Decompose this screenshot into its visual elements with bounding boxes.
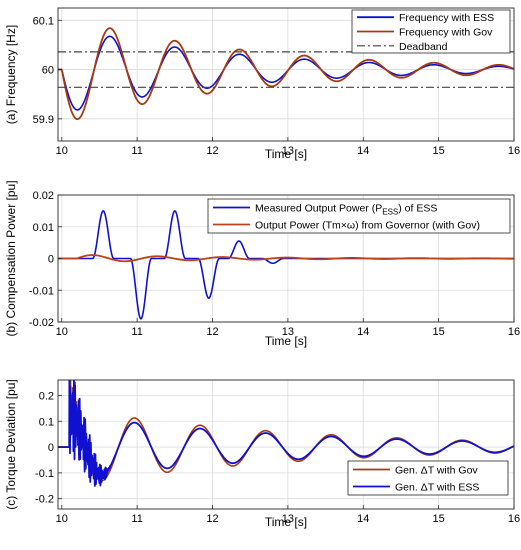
y-tick-label: 0.01 [33, 222, 54, 234]
x-tick-label: 11 [131, 513, 142, 525]
x-tick-label: 12 [206, 326, 218, 338]
y-tick-label: 0 [48, 254, 54, 266]
y-tick-label: -0.02 [29, 317, 54, 329]
panel-a: 10 11 12 13 14 15 16 59.9 60 60.1 Time [s] (a) Freq… [4, 7, 520, 161]
legend-label: Gen. ΔT with ESS [395, 482, 479, 494]
x-tick-label: 12 [206, 513, 218, 525]
x-tick-label: 15 [433, 513, 445, 525]
x-tick-label: 12 [206, 145, 218, 157]
x-tick-label: 15 [433, 145, 445, 157]
y-axis-label: (c) Torque Deviation [pu] [4, 379, 18, 510]
axes-frame [57, 379, 515, 510]
y-tick-label: 0 [48, 442, 54, 454]
legend-label: Output Power (Tm×ω) from Governor (with … [255, 220, 480, 232]
x-tick-label: 10 [56, 513, 68, 525]
y-tick-label: 0.02 [33, 190, 54, 202]
y-axis-label: (b) Compensation Power [pu] [4, 180, 18, 336]
series-line-1 [58, 380, 514, 487]
y-tick-label: 60.1 [33, 15, 54, 27]
legend: Gen. ΔT with Gov Gen. ΔT with ESS [347, 460, 509, 496]
y-tick-label: 60 [42, 65, 54, 77]
x-tick-label: 14 [357, 326, 369, 338]
y-tick-label: 0.2 [39, 390, 54, 402]
series-group [58, 27, 514, 121]
x-tick-label: 16 [508, 513, 520, 525]
x-tick-label: 16 [508, 326, 520, 338]
y-axis-label: (a) Frequency [Hz] [4, 25, 18, 124]
y-tick-label: 0.1 [39, 416, 54, 428]
x-tick-label: 14 [357, 145, 369, 157]
x-tick-label: 11 [131, 326, 142, 338]
x-tick-label: 13 [282, 145, 294, 157]
legend-subscript: ESS [382, 208, 398, 217]
x-axis-label: Time [s] [265, 515, 307, 529]
series-line-1 [58, 254, 514, 263]
x-tick-label: 10 [56, 145, 68, 157]
series-group [58, 380, 514, 487]
x-tick-label: 14 [357, 513, 369, 525]
x-tick-label: 11 [131, 145, 142, 157]
legend-label-rest: ) of ESS [398, 203, 437, 215]
legend: Measured Output Power (PESS) of ESS Outpu… [207, 198, 511, 234]
x-tick-label: 15 [433, 326, 445, 338]
legend-box [207, 198, 511, 234]
x-tick-label: 13 [282, 326, 294, 338]
panel-c: 10 11 12 13 14 15 16 -0.2 -0.1 0 0.1 0.2 Time [s] (c)… [4, 379, 520, 529]
legend: Frequency with ESS Frequency with Gov Dead… [351, 9, 511, 54]
legend-label: Frequency with ESS [399, 12, 494, 24]
legend-label: Frequency with Gov [399, 27, 493, 39]
x-tick-label: 16 [508, 145, 520, 157]
x-tick-label: 13 [282, 513, 294, 525]
y-tick-label: -0.1 [35, 468, 54, 480]
axes-frame [57, 7, 515, 142]
legend-box [347, 460, 509, 496]
x-tick-label: 10 [56, 326, 68, 338]
panel-b: 10 11 12 13 14 15 16 -0.02 -0.01 0 0.01 0.02 Time [s… [4, 180, 520, 348]
series-line-1 [58, 27, 514, 121]
y-tick-label: -0.01 [29, 285, 54, 297]
legend-label: Deadband [399, 41, 448, 53]
x-axis-label: Time [s] [265, 334, 307, 348]
y-tick-label: 59.9 [33, 114, 54, 126]
y-tick-label: -0.2 [35, 494, 54, 506]
series-group [58, 210, 514, 320]
legend-label: Gen. ΔT with Gov [395, 465, 478, 477]
legend-label: Measured Output Power (PESS) of ESS [255, 203, 437, 217]
x-axis-label: Time [s] [265, 147, 307, 161]
